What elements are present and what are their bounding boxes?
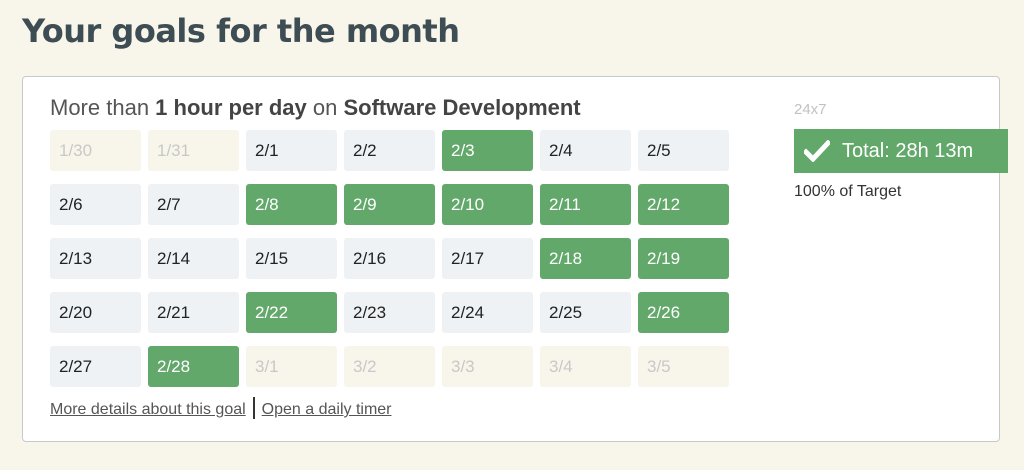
day-cell[interactable]: 2/8 [246,184,337,225]
day-cell[interactable]: 2/18 [540,238,631,279]
goal-category: Software Development [343,95,581,120]
goal-heading: More than 1 hour per day on Software Dev… [50,95,581,121]
day-cell[interactable]: 2/12 [638,184,729,225]
day-cell[interactable]: 3/3 [442,346,533,387]
calendar-grid: 1/30 1/31 2/1 2/2 2/3 2/4 2/5 2/6 2/7 2/8 2/9 2/10 2… [50,130,729,387]
day-cell[interactable]: 2/14 [148,238,239,279]
goal-details-link[interactable]: More details about this goal [50,401,246,419]
day-cell[interactable]: 2/7 [148,184,239,225]
day-cell[interactable]: 2/1 [246,130,337,171]
day-cell[interactable]: 1/31 [148,130,239,171]
goal-links: More details about this goal Open a daily… [50,397,392,421]
checkmark-icon [804,140,830,162]
day-cell[interactable]: 2/20 [50,292,141,333]
total-badge: Total: 28h 13m [794,129,1008,173]
day-cell[interactable]: 2/11 [540,184,631,225]
day-cell[interactable]: 2/25 [540,292,631,333]
link-divider [252,397,255,419]
goal-amount: 1 hour per day [155,95,307,120]
day-cell[interactable]: 2/2 [344,130,435,171]
day-cell[interactable]: 2/26 [638,292,729,333]
day-cell[interactable]: 2/21 [148,292,239,333]
day-cell[interactable]: 2/24 [442,292,533,333]
day-cell[interactable]: 2/6 [50,184,141,225]
day-cell[interactable]: 2/10 [442,184,533,225]
day-cell[interactable]: 3/4 [540,346,631,387]
day-cell[interactable]: 2/4 [540,130,631,171]
day-cell[interactable]: 3/1 [246,346,337,387]
goal-heading-prefix: More than [50,95,156,120]
day-cell[interactable]: 2/3 [442,130,533,171]
day-cell[interactable]: 3/5 [638,346,729,387]
day-cell[interactable]: 2/5 [638,130,729,171]
day-cell[interactable]: 1/30 [50,130,141,171]
target-percentage: 100% of Target [794,183,902,200]
day-cell[interactable]: 3/2 [344,346,435,387]
day-cell[interactable]: 2/28 [148,346,239,387]
day-cell[interactable]: 2/16 [344,238,435,279]
day-cell[interactable]: 2/19 [638,238,729,279]
goal-heading-mid: on [306,95,344,120]
total-text: Total: 28h 13m [842,139,974,162]
page-title: Your goals for the month [22,12,460,50]
goal-card: More than 1 hour per day on Software Dev… [22,76,1008,442]
day-cell[interactable]: 2/15 [246,238,337,279]
day-cell[interactable]: 2/23 [344,292,435,333]
day-cell[interactable]: 2/9 [344,184,435,225]
mode-label: 24x7 [794,101,827,118]
daily-timer-link[interactable]: Open a daily timer [261,401,392,419]
day-cell[interactable]: 2/27 [50,346,141,387]
day-cell[interactable]: 2/17 [442,238,533,279]
day-cell[interactable]: 2/22 [246,292,337,333]
day-cell[interactable]: 2/13 [50,238,141,279]
